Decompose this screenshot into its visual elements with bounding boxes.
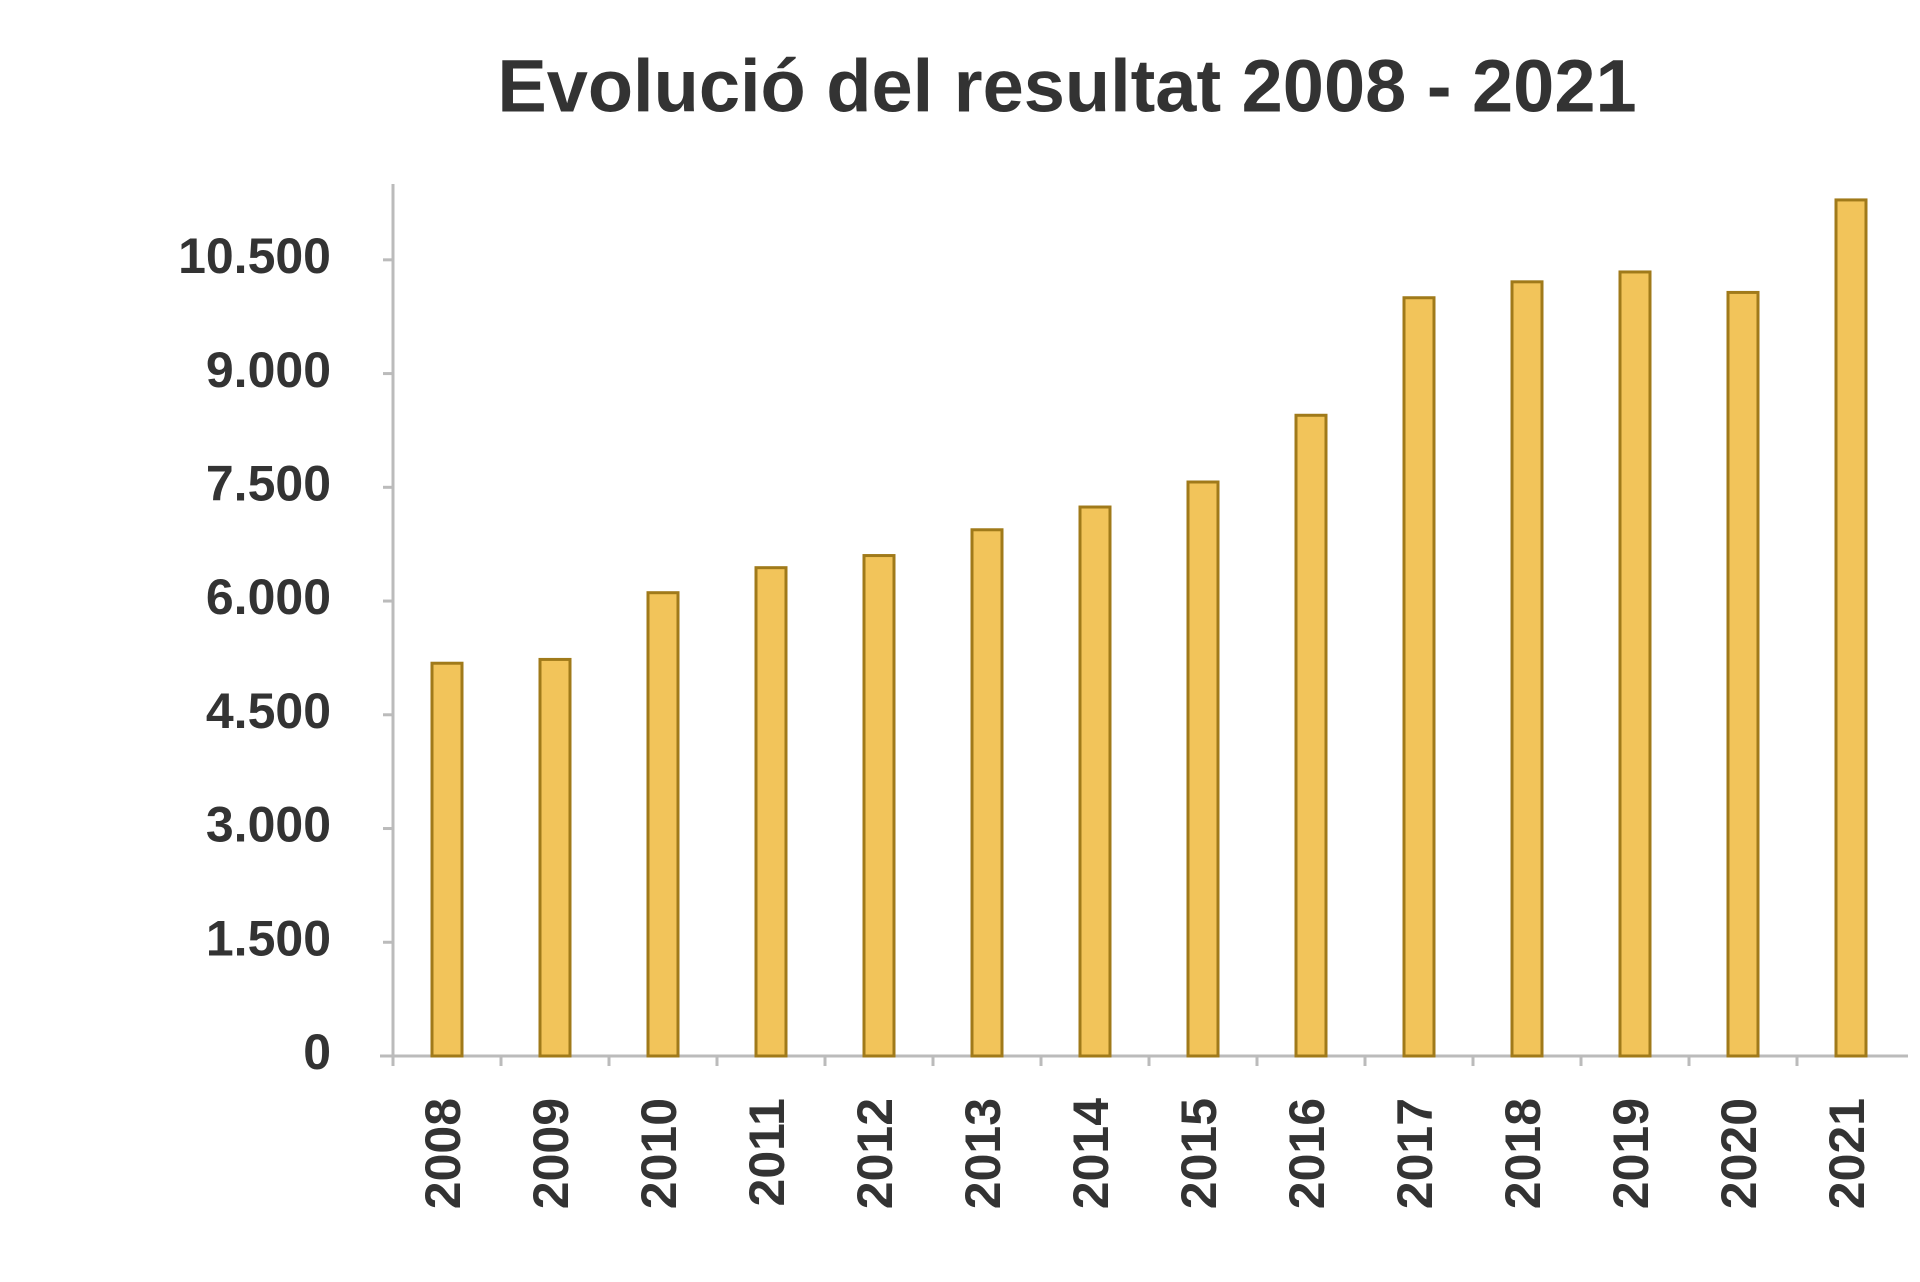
y-tick-label: 7.500	[206, 456, 331, 512]
bar	[970, 528, 1004, 1058]
bar	[1510, 280, 1544, 1058]
bar	[646, 591, 680, 1058]
y-tick-label: 3.000	[206, 797, 331, 853]
y-tick-label: 6.000	[206, 569, 331, 625]
x-tick-label: 2017	[1387, 1098, 1443, 1209]
x-tick-label: 2021	[1819, 1098, 1875, 1209]
x-tick-label: 2012	[847, 1098, 903, 1209]
x-tick-label: 2008	[415, 1098, 471, 1209]
bar	[1726, 290, 1760, 1058]
bar	[1402, 296, 1436, 1058]
bar	[1186, 480, 1220, 1058]
x-tick-label: 2013	[955, 1098, 1011, 1209]
y-tick-label: 10.500	[178, 228, 331, 284]
y-tick-label: 1.500	[206, 910, 331, 966]
bar	[862, 554, 896, 1058]
bar	[538, 657, 572, 1058]
x-tick-label: 2018	[1495, 1098, 1551, 1209]
y-tick-label: 9.000	[206, 342, 331, 398]
bar	[430, 661, 464, 1058]
bar	[1618, 270, 1652, 1058]
x-tick-label: 2010	[631, 1098, 687, 1209]
x-tick-label: 2016	[1279, 1098, 1335, 1209]
y-tick-label: 4.500	[206, 683, 331, 739]
bar	[1294, 413, 1328, 1058]
y-tick-label: 0	[303, 1024, 331, 1080]
x-tick-label: 2019	[1603, 1098, 1659, 1209]
chart-title: Evolució del resultat 2008 - 2021	[497, 45, 1636, 128]
x-tick-label: 2015	[1171, 1098, 1227, 1209]
bar	[1834, 198, 1868, 1058]
bar	[754, 566, 788, 1058]
x-tick-label: 2011	[739, 1098, 795, 1206]
x-tick-label: 2014	[1063, 1098, 1119, 1209]
x-tick-label: 2009	[523, 1098, 579, 1209]
bar	[1078, 505, 1112, 1058]
x-tick-label: 2020	[1711, 1098, 1767, 1209]
